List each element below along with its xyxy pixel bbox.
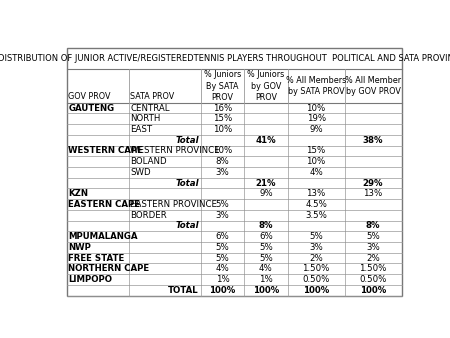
Text: 3%: 3% bbox=[216, 211, 229, 220]
Text: 38%: 38% bbox=[363, 136, 383, 145]
Text: 3%: 3% bbox=[216, 168, 229, 177]
Text: 2%: 2% bbox=[309, 254, 323, 263]
Text: 1%: 1% bbox=[259, 275, 273, 284]
Text: 1.50%: 1.50% bbox=[302, 264, 330, 273]
Text: 5%: 5% bbox=[259, 243, 273, 252]
Text: 8%: 8% bbox=[366, 221, 380, 231]
Text: 13%: 13% bbox=[306, 189, 326, 198]
Text: 1%: 1% bbox=[216, 275, 229, 284]
Text: MPUMALANGA: MPUMALANGA bbox=[68, 232, 138, 241]
Text: 0.50%: 0.50% bbox=[360, 275, 387, 284]
Text: NORTHERN CAPE: NORTHERN CAPE bbox=[68, 264, 149, 273]
Text: 8%: 8% bbox=[216, 157, 229, 166]
Text: 5%: 5% bbox=[309, 232, 323, 241]
Text: 21%: 21% bbox=[256, 178, 276, 188]
Text: EASTERN CAPE: EASTERN CAPE bbox=[68, 200, 140, 209]
Text: FREE STATE: FREE STATE bbox=[68, 254, 125, 263]
Text: SWD: SWD bbox=[130, 168, 151, 177]
Text: GAUTENG: GAUTENG bbox=[68, 104, 115, 113]
Text: 100%: 100% bbox=[303, 286, 329, 295]
Text: 13%: 13% bbox=[364, 189, 382, 198]
Text: WESTERN CAPE: WESTERN CAPE bbox=[68, 146, 144, 155]
Text: LIMPOPO: LIMPOPO bbox=[68, 275, 112, 284]
Text: NWP: NWP bbox=[68, 243, 91, 252]
Text: 10%: 10% bbox=[213, 146, 232, 155]
Text: % All Member
by GOV PROV: % All Member by GOV PROV bbox=[345, 76, 401, 96]
Text: GOV PROV: GOV PROV bbox=[68, 92, 111, 101]
Text: CENTRAL: CENTRAL bbox=[130, 104, 170, 113]
Text: % All Members
by SATA PROV: % All Members by SATA PROV bbox=[286, 76, 346, 96]
Text: 3.5%: 3.5% bbox=[305, 211, 327, 220]
Text: 9%: 9% bbox=[259, 189, 273, 198]
Text: 4.5%: 4.5% bbox=[305, 200, 327, 209]
Text: 9%: 9% bbox=[309, 125, 323, 134]
Text: 8%: 8% bbox=[259, 221, 273, 231]
Text: 0.50%: 0.50% bbox=[302, 275, 330, 284]
Text: TOTAL: TOTAL bbox=[168, 286, 199, 295]
Text: 3%: 3% bbox=[309, 243, 323, 252]
Text: Total: Total bbox=[175, 221, 199, 231]
Text: BOLAND: BOLAND bbox=[130, 157, 167, 166]
Text: 15%: 15% bbox=[306, 146, 326, 155]
Text: 3%: 3% bbox=[366, 243, 380, 252]
Text: 100%: 100% bbox=[360, 286, 386, 295]
Text: BORDER: BORDER bbox=[130, 211, 167, 220]
Text: % Juniors
By SATA
PROV: % Juniors By SATA PROV bbox=[204, 70, 241, 102]
Text: 10%: 10% bbox=[306, 104, 326, 113]
Text: Total: Total bbox=[175, 136, 199, 145]
Text: 4%: 4% bbox=[216, 264, 229, 273]
Text: WESTERN PROVINCE: WESTERN PROVINCE bbox=[130, 146, 220, 155]
Text: % Juniors
by GOV
PROV: % Juniors by GOV PROV bbox=[248, 70, 284, 102]
Text: NORTH: NORTH bbox=[130, 114, 161, 123]
Text: KZN: KZN bbox=[68, 189, 89, 198]
Text: 5%: 5% bbox=[216, 200, 229, 209]
Text: 15%: 15% bbox=[213, 114, 232, 123]
Text: 6%: 6% bbox=[216, 232, 229, 241]
Text: 16%: 16% bbox=[213, 104, 232, 113]
Text: EASTERN PROVINCE: EASTERN PROVINCE bbox=[130, 200, 217, 209]
Text: 19%: 19% bbox=[306, 114, 326, 123]
Text: SATA PROV: SATA PROV bbox=[130, 92, 175, 101]
Text: 4%: 4% bbox=[309, 168, 323, 177]
Text: 10%: 10% bbox=[306, 157, 326, 166]
Text: 10%: 10% bbox=[213, 125, 232, 134]
Text: 5%: 5% bbox=[216, 243, 229, 252]
Text: 41%: 41% bbox=[256, 136, 276, 145]
Text: 100%: 100% bbox=[209, 286, 235, 295]
Text: 100%: 100% bbox=[253, 286, 279, 295]
Text: Total: Total bbox=[175, 178, 199, 188]
Text: 4%: 4% bbox=[259, 264, 273, 273]
Text: 6%: 6% bbox=[259, 232, 273, 241]
Text: 2%: 2% bbox=[366, 254, 380, 263]
Text: 5%: 5% bbox=[366, 232, 380, 241]
Text: 5%: 5% bbox=[259, 254, 273, 263]
Text: EAST: EAST bbox=[130, 125, 153, 134]
Text: 5%: 5% bbox=[216, 254, 229, 263]
Text: 29%: 29% bbox=[363, 178, 383, 188]
Text: 1.50%: 1.50% bbox=[360, 264, 387, 273]
Text: DISTRIBUTION OF JUNIOR ACTIVE/REGISTEREDTENNIS PLAYERS THROUGHOUT  POLITICAL AND: DISTRIBUTION OF JUNIOR ACTIVE/REGISTERED… bbox=[0, 54, 450, 64]
